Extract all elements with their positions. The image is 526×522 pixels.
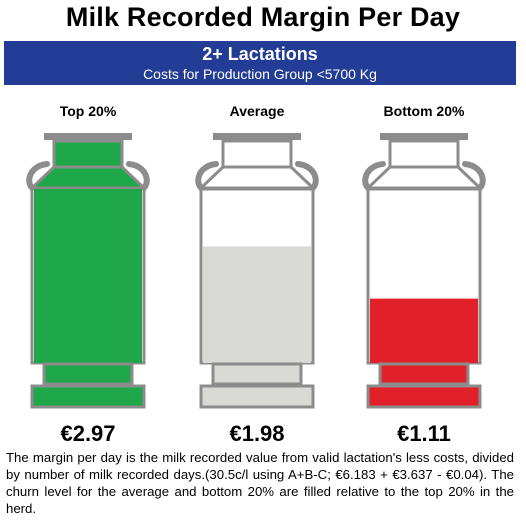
churn-shoulder bbox=[30, 165, 146, 190]
churn-rim bbox=[213, 133, 301, 140]
value-label-top-20: €2.97 bbox=[60, 421, 115, 446]
lactation-banner: 2+ Lactations Costs for Production Group… bbox=[4, 41, 516, 85]
category-label-average: Average bbox=[230, 103, 285, 119]
churn-fill-bottom-20 bbox=[370, 298, 478, 363]
churn-band bbox=[378, 362, 470, 386]
churn-neck bbox=[221, 139, 293, 169]
value-label-bottom-20: €1.11 bbox=[397, 421, 451, 446]
banner-subtitle: Costs for Production Group <5700 Kg bbox=[143, 66, 377, 82]
page-title: Milk Recorded Margin Per Day bbox=[65, 2, 461, 32]
churn-chart: Top 20% €2.97 Average €1.98 Bottom 20% €1.11 bbox=[26, 103, 486, 446]
category-label-top-20: Top 20% bbox=[60, 103, 117, 119]
churn-fill-average bbox=[203, 246, 311, 363]
churn-average: Average €1.98 bbox=[195, 103, 319, 446]
churn-base bbox=[30, 384, 146, 409]
churn-neck bbox=[52, 139, 124, 169]
banner-title: 2+ Lactations bbox=[202, 44, 318, 64]
churn-neck bbox=[388, 139, 460, 169]
churn-band bbox=[211, 362, 303, 386]
footnote-text: The margin per day is the milk recorded … bbox=[6, 450, 514, 516]
value-label-average: €1.98 bbox=[229, 421, 284, 446]
churn-shoulder bbox=[199, 165, 315, 190]
churn-shoulder bbox=[366, 165, 482, 190]
churn-base bbox=[199, 384, 315, 409]
churn-bottom-20: Bottom 20% €1.11 bbox=[362, 103, 486, 446]
churn-top-20: Top 20% €2.97 bbox=[26, 103, 150, 446]
category-label-bottom-20: Bottom 20% bbox=[384, 103, 465, 119]
churn-base bbox=[366, 384, 482, 409]
churn-rim bbox=[380, 133, 468, 140]
churn-fill-top-20 bbox=[34, 189, 142, 363]
churn-band bbox=[42, 362, 134, 386]
churn-rim bbox=[44, 133, 132, 140]
